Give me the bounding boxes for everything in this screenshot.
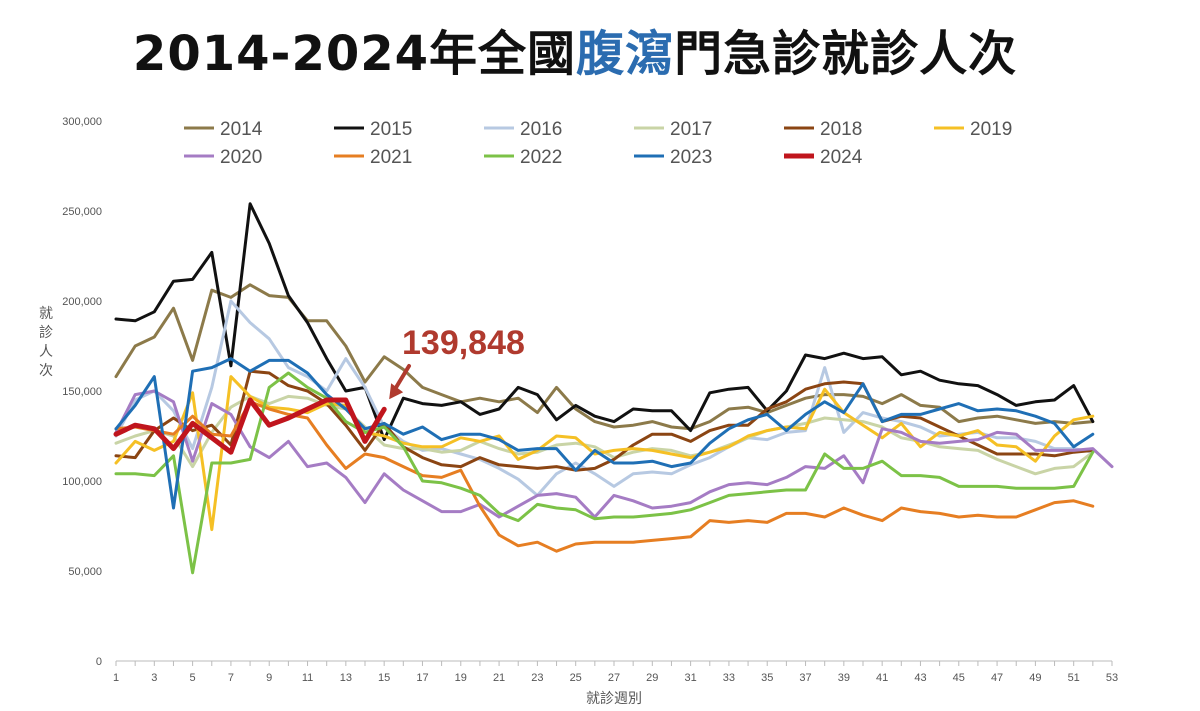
legend-label-2023: 2023 [670, 147, 712, 168]
x-tick-label: 7 [228, 672, 234, 684]
y-axis-title-char: 就 [39, 306, 53, 322]
title-suffix: 門急診就診人次 [674, 26, 1018, 82]
x-tick-label: 17 [416, 672, 428, 684]
x-tick-label: 37 [799, 672, 811, 684]
x-tick-label: 9 [266, 672, 272, 684]
legend-label-2015: 2015 [370, 119, 412, 140]
title-prefix: 2014-2024年全國 [132, 26, 577, 82]
series-line-2016 [114, 299, 1095, 497]
y-axis-title-char: 診 [39, 325, 53, 341]
x-tick-label: 5 [190, 672, 196, 684]
series-line-2023 [114, 357, 1095, 510]
legend-label-2018: 2018 [820, 119, 862, 140]
y-axis-title-char: 人 [39, 344, 53, 360]
x-tick-label: 13 [340, 672, 352, 684]
series-line-2019 [114, 375, 1095, 532]
x-tick-label: 21 [493, 672, 505, 684]
chart-title: 2014-2024年全國腹瀉門急診就診人次 [0, 14, 1150, 84]
x-tick-label: 27 [608, 672, 620, 684]
legend-label-2022: 2022 [520, 147, 562, 168]
legend-label-2024: 2024 [820, 147, 863, 168]
series-line-2014 [114, 283, 1095, 431]
series-line-2015 [114, 202, 1095, 442]
legend-label-2014: 2014 [220, 119, 263, 140]
legend-label-2017: 2017 [670, 119, 712, 140]
legend-label-2019: 2019 [970, 119, 1012, 140]
x-tick-label: 23 [531, 672, 543, 684]
series-line-2021 [114, 400, 1095, 553]
x-tick-label: 47 [991, 672, 1003, 684]
legend-label-2016: 2016 [520, 119, 562, 140]
legend-label-2020: 2020 [220, 147, 262, 168]
y-tick-label: 0 [96, 656, 102, 668]
x-tick-label: 15 [378, 672, 390, 684]
annotation-label: 139,848 [402, 324, 525, 362]
x-tick-label: 51 [1068, 672, 1080, 684]
x-tick-label: 1 [113, 672, 119, 684]
title-highlight: 腹瀉 [576, 26, 675, 82]
y-tick-label: 300,000 [62, 116, 102, 128]
x-tick-label: 29 [646, 672, 658, 684]
y-tick-label: 150,000 [62, 386, 102, 398]
annotation-arrow-shaft [394, 364, 411, 390]
x-tick-label: 35 [761, 672, 773, 684]
annotation-arrow-head [389, 383, 404, 400]
x-axis-title: 就診週別 [586, 691, 642, 707]
series-line-2022 [114, 371, 1095, 575]
x-tick-label: 33 [723, 672, 735, 684]
x-tick-label: 53 [1106, 672, 1118, 684]
x-tick-label: 39 [838, 672, 850, 684]
y-axis-title-char: 次 [39, 363, 53, 379]
x-tick-label: 41 [876, 672, 888, 684]
y-tick-label: 200,000 [62, 296, 102, 308]
y-tick-label: 50,000 [68, 566, 102, 578]
y-tick-label: 250,000 [62, 206, 102, 218]
legend-label-2021: 2021 [370, 147, 412, 168]
x-tick-label: 43 [914, 672, 926, 684]
x-tick-label: 25 [570, 672, 582, 684]
series-line-2024 [113, 397, 387, 455]
x-tick-label: 45 [953, 672, 965, 684]
y-tick-label: 100,000 [62, 476, 102, 488]
x-tick-label: 49 [1029, 672, 1041, 684]
x-tick-label: 11 [302, 672, 313, 684]
x-tick-label: 3 [151, 672, 157, 684]
series-line-2020 [114, 389, 1114, 519]
x-tick-label: 19 [455, 672, 467, 684]
x-tick-label: 31 [684, 672, 696, 684]
